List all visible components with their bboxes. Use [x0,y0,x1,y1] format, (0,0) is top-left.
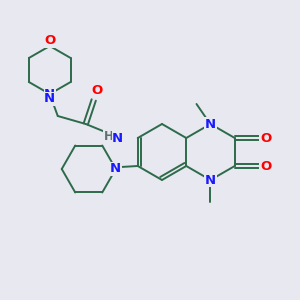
Text: N: N [205,173,216,187]
Text: O: O [91,85,102,98]
Text: N: N [110,163,121,176]
Text: N: N [205,118,216,130]
Text: N: N [44,92,55,106]
Text: O: O [44,34,56,47]
Text: O: O [260,131,272,145]
Text: N: N [112,131,123,145]
Text: O: O [260,160,272,172]
Text: H: H [104,130,114,143]
Text: N: N [44,88,55,100]
